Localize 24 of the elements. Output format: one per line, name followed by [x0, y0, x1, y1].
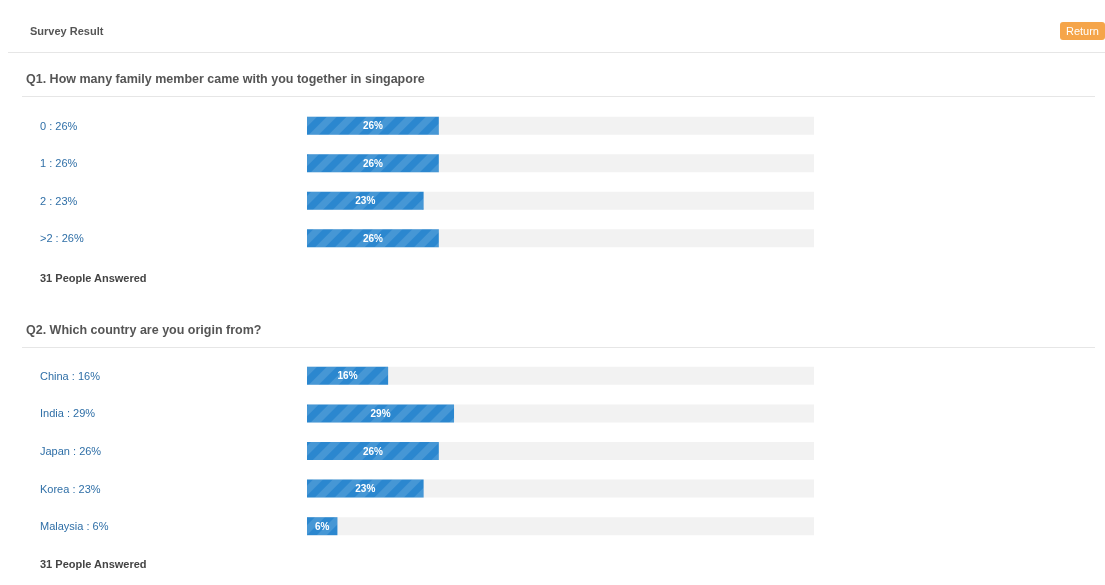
text: Return	[1059, 22, 1105, 40]
text: 31 People Answered	[40, 558, 147, 570]
y-tick-label: Korea : 23%	[40, 482, 101, 495]
y-tick-label: China : 16%	[40, 369, 101, 382]
data-label: 26%	[362, 120, 384, 132]
data-label: 23%	[355, 483, 376, 495]
chart-title: Q1. How many family member came with you together in singapore	[26, 72, 425, 86]
data-label: 26%	[362, 445, 384, 457]
text: Survey Result	[30, 25, 104, 37]
y-tick-label: 2 : 23%	[40, 194, 78, 207]
data-label: 16%	[337, 370, 358, 382]
data-label: 29%	[370, 407, 391, 419]
data-label: 23%	[355, 195, 376, 207]
y-tick-label: 1 : 26%	[40, 157, 78, 170]
y-tick-label: 0 : 26%	[40, 119, 78, 132]
data-label: 26%	[362, 157, 384, 169]
y-tick-label: Malaysia : 6%	[40, 520, 109, 533]
y-tick-label: India : 29%	[40, 407, 96, 420]
data-label: 6%	[314, 520, 330, 532]
y-tick-label: >2 : 26%	[40, 232, 84, 245]
y-tick-label: Japan : 26%	[40, 445, 102, 457]
data-label: 26%	[362, 232, 384, 244]
text: 31 People Answered	[40, 272, 147, 284]
text: Q2. Which country are you origin from?	[26, 323, 262, 337]
